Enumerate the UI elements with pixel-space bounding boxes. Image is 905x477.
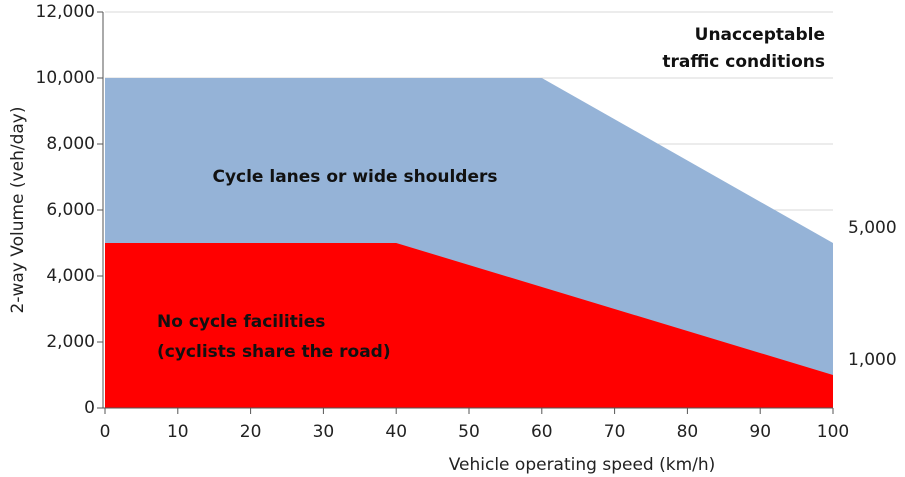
x-tick-label: 60 <box>531 422 553 442</box>
right-label: 1,000 <box>848 350 897 370</box>
x-tick-label: 0 <box>100 422 111 442</box>
x-axis-label: Vehicle operating speed (km/h) <box>449 455 716 475</box>
x-tick-label: 20 <box>240 422 262 442</box>
y-tick-label: 2,000 <box>46 332 95 352</box>
y-tick-label: 12,000 <box>36 2 95 22</box>
y-tick-label: 0 <box>84 398 95 418</box>
right-label: 5,000 <box>848 218 897 238</box>
x-tick-label: 100 <box>817 422 849 442</box>
x-tick-label: 80 <box>677 422 699 442</box>
x-tick-label: 10 <box>167 422 189 442</box>
y-tick-label: 8,000 <box>46 134 95 154</box>
area-label: Cycle lanes or wide shoulders <box>212 167 497 187</box>
y-tick-label: 10,000 <box>36 68 95 88</box>
y-tick-label: 4,000 <box>46 266 95 286</box>
area <box>105 243 833 408</box>
y-tick-label: 6,000 <box>46 200 95 220</box>
x-tick-label: 40 <box>385 422 407 442</box>
area-label: (cyclists share the road) <box>157 342 391 362</box>
area-label: No cycle facilities <box>157 312 325 332</box>
x-tick-label: 70 <box>604 422 626 442</box>
annotation: traffic conditions <box>662 52 825 72</box>
x-tick-label: 50 <box>458 422 480 442</box>
x-tick-label: 90 <box>749 422 771 442</box>
y-axis-label: 2-way Volume (veh/day) <box>8 107 28 314</box>
annotation: Unacceptable <box>695 25 825 45</box>
x-tick-label: 30 <box>313 422 335 442</box>
